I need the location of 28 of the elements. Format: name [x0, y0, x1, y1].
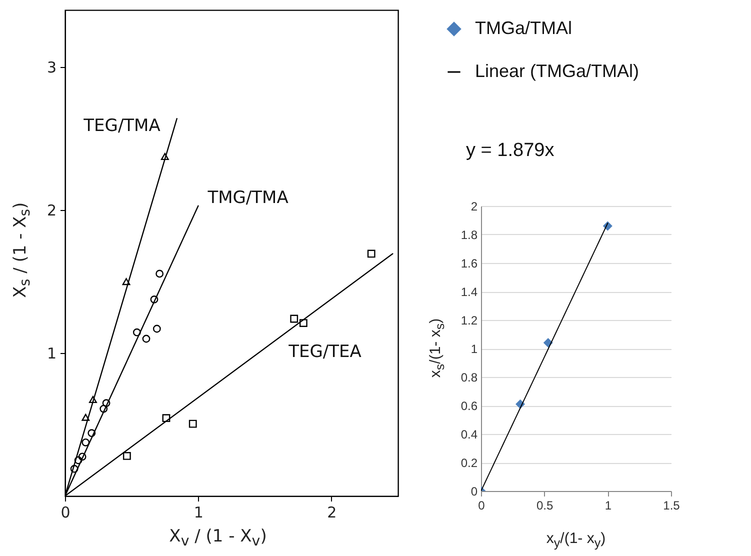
- y-tick-label: 1: [470, 342, 478, 356]
- x-tick-label: 1: [194, 504, 204, 522]
- y-tick-label: 2: [46, 202, 56, 220]
- y-tick-label: 1.2: [460, 314, 478, 328]
- y-tick-label: 0.4: [460, 428, 478, 442]
- legend-label: TMGa/TMAl: [475, 18, 572, 38]
- y-tick-label: 0.2: [460, 456, 478, 470]
- y-tick-label: 0.8: [460, 370, 478, 384]
- y-tick-label: 1.8: [460, 228, 478, 242]
- x-tick-label: 1: [604, 498, 612, 512]
- annotation: TEG/TEA: [288, 342, 362, 362]
- y-tick-label: 0: [470, 484, 478, 498]
- y-tick-label: 3: [46, 58, 56, 77]
- text: y = 1.879x: [466, 140, 555, 161]
- x-tick-label: 1.5: [663, 498, 680, 512]
- y-tick-label: 2: [470, 200, 478, 214]
- y-tick-label: 1.4: [460, 285, 478, 299]
- y-tick-label: 1.6: [460, 256, 478, 270]
- annotation: TMG/TMA: [206, 188, 289, 208]
- legend-label: Linear (TMGa/TMAl): [475, 61, 640, 81]
- x-tick-label: 0.5: [536, 498, 554, 512]
- y-tick-label: 0.6: [460, 399, 478, 413]
- y-tick-label: 1: [46, 344, 56, 363]
- x-tick-label: 2: [327, 504, 337, 522]
- x-axis-title: X$_{v}$ / (1 - X$_{v}$): [169, 526, 267, 550]
- x-axis-title: x$_{y}$/(1- x$_{y}$): [546, 530, 606, 550]
- x-tick-label: 0: [60, 504, 70, 522]
- annotation: TEG/TMA: [82, 116, 161, 136]
